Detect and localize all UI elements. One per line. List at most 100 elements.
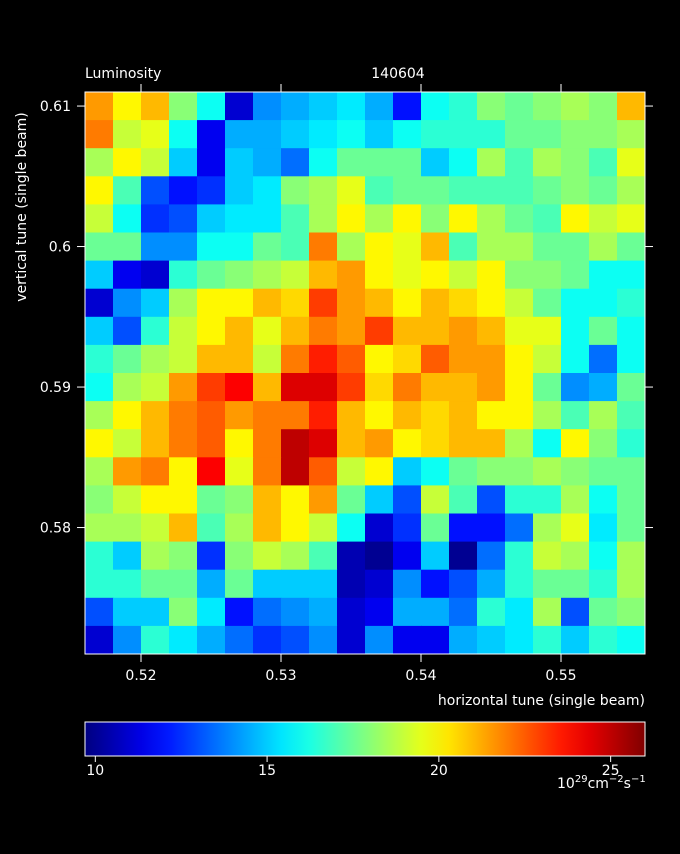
heatmap-cell — [141, 176, 170, 205]
heatmap-cell — [85, 569, 114, 599]
heatmap-cell — [197, 485, 226, 514]
heatmap-cell — [337, 92, 366, 121]
heatmap-cell — [309, 148, 338, 177]
heatmap-cell — [337, 148, 366, 177]
heatmap-cell — [113, 513, 142, 543]
heatmap-cell — [589, 148, 618, 177]
heatmap-cell — [141, 204, 170, 233]
heatmap-cell — [477, 569, 506, 599]
heatmap-cell — [225, 148, 254, 177]
heatmap-cell — [141, 429, 170, 458]
y-tick-label: 0.59 — [40, 380, 71, 396]
heatmap-cell — [225, 569, 254, 599]
heatmap-cell — [393, 316, 422, 346]
heatmap-cell — [253, 288, 282, 318]
heatmap-cell — [309, 344, 338, 374]
heatmap-cell — [617, 541, 646, 571]
heatmap-cell — [589, 316, 618, 346]
heatmap-cell — [449, 288, 478, 318]
heatmap-cell — [85, 288, 114, 318]
heatmap-cell — [589, 429, 618, 458]
y-tick-label: 0.58 — [40, 521, 71, 537]
heatmap-cell — [533, 176, 562, 205]
heatmap-cell — [197, 373, 226, 402]
heatmap-cell — [169, 92, 198, 121]
heatmap-cell — [141, 344, 170, 374]
heatmap-cell — [141, 316, 170, 346]
heatmap-cell — [253, 429, 282, 458]
heatmap-cell — [169, 344, 198, 374]
heatmap-cell — [589, 513, 618, 543]
heatmap-cell — [113, 288, 142, 318]
heatmap-cell — [365, 316, 394, 346]
heatmap-cell — [561, 373, 590, 402]
unit-exponent: −2 — [609, 774, 624, 785]
heatmap-cell — [449, 625, 478, 655]
heatmap-cell — [505, 176, 534, 205]
heatmap-cell — [449, 316, 478, 346]
heatmap-cell — [505, 148, 534, 177]
heatmap-cell — [85, 316, 114, 346]
heatmap-cell — [561, 569, 590, 599]
heatmap-cell — [169, 204, 198, 233]
heatmap-cell — [561, 429, 590, 458]
heatmap-cell — [505, 232, 534, 262]
heatmap-cell — [141, 569, 170, 599]
heatmap-cell — [169, 120, 198, 149]
heatmap-cell — [617, 232, 646, 262]
heatmap-cell — [281, 176, 310, 205]
heatmap-cell — [505, 485, 534, 514]
colorbar-tick-label: 20 — [430, 763, 448, 779]
heatmap-cell — [85, 485, 114, 514]
heatmap-cell — [225, 260, 254, 290]
heatmap-cell — [337, 429, 366, 458]
heatmap-cell — [393, 485, 422, 514]
heatmap-cell — [589, 597, 618, 627]
heatmap-cell — [589, 457, 618, 486]
heatmap-cell — [169, 597, 198, 627]
heatmap-cell — [337, 625, 366, 655]
heatmap-cell — [477, 541, 506, 571]
heatmap-cell — [393, 457, 422, 486]
heatmap-cell — [617, 625, 646, 655]
heatmap-cell — [589, 401, 618, 430]
heatmap-cell — [253, 260, 282, 290]
heatmap-cell — [309, 232, 338, 262]
heatmap-cell — [281, 457, 310, 486]
heatmap-cell — [365, 625, 394, 655]
heatmap-cell — [365, 373, 394, 402]
heatmap-cell — [253, 92, 282, 121]
heatmap-cell — [225, 401, 254, 430]
heatmap-cell — [449, 597, 478, 627]
heatmap-cell — [169, 457, 198, 486]
heatmap-cell — [421, 513, 450, 543]
heatmap-cell — [141, 401, 170, 430]
chart-title: Luminosity — [85, 66, 161, 82]
heatmap-cell — [281, 541, 310, 571]
heatmap-cell — [589, 569, 618, 599]
heatmap-cell — [617, 316, 646, 346]
heatmap-cell — [393, 120, 422, 149]
heatmap-cell — [113, 625, 142, 655]
heatmap-cell — [477, 176, 506, 205]
heatmap-cell — [337, 316, 366, 346]
heatmap-cell — [225, 541, 254, 571]
heatmap-cell — [477, 401, 506, 430]
heatmap-cell — [253, 204, 282, 233]
heatmap-cell — [421, 373, 450, 402]
heatmap-cell — [505, 541, 534, 571]
heatmap-cell — [337, 457, 366, 486]
heatmap-cell — [561, 457, 590, 486]
heatmap-cell — [533, 429, 562, 458]
heatmap-cell — [85, 541, 114, 571]
heatmap-cell — [561, 148, 590, 177]
heatmap-cell — [589, 625, 618, 655]
heatmap-cell — [337, 232, 366, 262]
heatmap-cell — [505, 344, 534, 374]
heatmap-cell — [113, 373, 142, 402]
heatmap-cell — [477, 232, 506, 262]
heatmap-cell — [533, 204, 562, 233]
heatmap-cell — [533, 148, 562, 177]
heatmap-cell — [197, 148, 226, 177]
